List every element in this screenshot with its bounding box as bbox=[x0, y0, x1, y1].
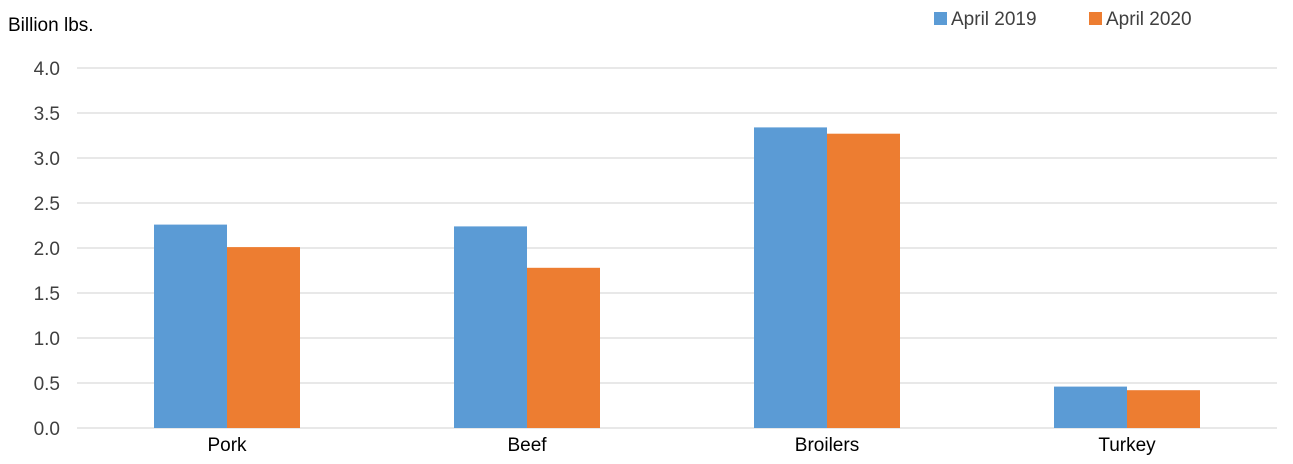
legend-label: April 2020 bbox=[1106, 9, 1192, 30]
y-axis-label: Billion lbs. bbox=[8, 15, 94, 36]
legend-swatch bbox=[934, 12, 947, 25]
bar-pork-april-2019 bbox=[154, 224, 227, 428]
legend-label: April 2019 bbox=[951, 9, 1037, 30]
legend-item: April 2020 bbox=[1089, 9, 1192, 30]
legend-item: April 2019 bbox=[934, 9, 1037, 30]
bar-broilers-april-2019 bbox=[754, 127, 827, 429]
y-tick-label: 0.5 bbox=[34, 374, 60, 395]
y-tick-label: 1.5 bbox=[34, 284, 60, 305]
x-tick-label: Beef bbox=[507, 435, 547, 456]
y-tick-label: 3.0 bbox=[34, 149, 60, 170]
bar-broilers-april-2020 bbox=[827, 133, 900, 428]
bar-beef-april-2020 bbox=[527, 267, 600, 428]
legend: April 2019 April 2020 bbox=[934, 9, 1192, 30]
bar-beef-april-2019 bbox=[454, 226, 527, 428]
y-tick-label: 1.0 bbox=[34, 329, 60, 350]
y-tick-label: 2.0 bbox=[34, 239, 60, 260]
x-axis-ticks: Pork Beef Broilers Turkey bbox=[207, 435, 1156, 456]
bar-pork-april-2020 bbox=[227, 247, 300, 428]
y-tick-label: 0.0 bbox=[34, 419, 60, 440]
bar-turkey-april-2019 bbox=[1054, 386, 1127, 428]
x-tick-label: Turkey bbox=[1098, 435, 1156, 456]
y-tick-label: 4.0 bbox=[34, 59, 60, 80]
legend-swatch bbox=[1089, 12, 1102, 25]
bar-turkey-april-2020 bbox=[1127, 390, 1200, 428]
x-tick-label: Broilers bbox=[795, 435, 859, 456]
x-tick-label: Pork bbox=[207, 435, 247, 456]
y-tick-label: 3.5 bbox=[34, 104, 60, 125]
y-axis-ticks: 0.0 0.5 1.0 1.5 2.0 2.5 3.0 3.5 4.0 bbox=[34, 59, 60, 440]
y-tick-label: 2.5 bbox=[34, 194, 60, 215]
bars bbox=[154, 127, 1200, 429]
